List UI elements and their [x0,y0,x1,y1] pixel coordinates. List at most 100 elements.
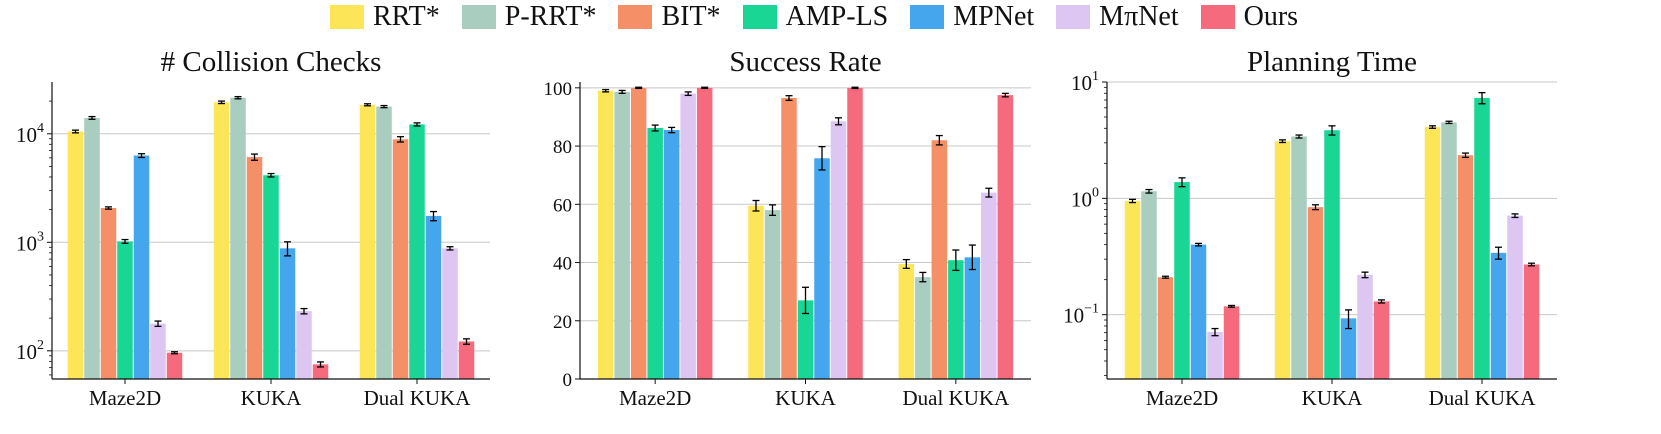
bar [1507,215,1523,379]
bar [764,210,781,379]
legend-swatch [330,5,364,29]
bar [1457,155,1474,379]
y-tick-label: 20 [553,312,572,333]
chart-panel: Planning Time 10−1 100 101 Maze2D KUKA Dual KU… [1063,46,1557,410]
bar [1141,191,1157,379]
bar [696,87,713,379]
bar [847,87,863,379]
legend-swatch [910,5,945,29]
legend: RRT* P-RRT* BIT* AMP-LS MPNet MπNet Ours [330,0,1298,34]
legend-label: MπNet [1099,1,1179,32]
bar [647,128,663,379]
y-tick-label: 0 [563,370,573,391]
bar [67,131,84,379]
legend-swatch [618,5,653,29]
bar [100,208,117,379]
bar [392,139,409,379]
bar [376,106,392,379]
bar [359,104,376,380]
bar [409,124,425,379]
bar [597,90,614,379]
bar [1474,97,1490,379]
legend-swatch [461,5,496,29]
bar [133,155,150,379]
bar [748,205,764,379]
legend-label: RRT* [373,1,440,32]
bar [166,352,183,379]
legend-label: Ours [1243,1,1299,32]
bar [1340,318,1357,379]
bar [614,91,630,380]
y-tick-label: 100 [544,79,573,100]
bar [84,117,100,379]
x-tick-label: Dual KUKA [364,386,472,410]
bar [680,93,696,379]
bar [898,263,915,379]
chart-title: Planning Time [1247,46,1417,78]
bar [964,257,981,379]
chart-panel: Success Rate 0 20 40 60 80 100 Maze2D KUKA Dual K… [544,46,1031,410]
bar [1207,331,1223,379]
legend-label: P-RRT* [504,1,597,32]
y-tick-label: 60 [553,195,572,216]
bar [1490,252,1507,379]
bar [981,192,997,379]
bar [997,95,1014,380]
bar [931,140,948,379]
bar [458,341,475,379]
x-tick-label: KUKA [1302,386,1363,410]
y-tick-label: 101 [1071,69,1099,95]
legend-item: BIT* [618,1,721,33]
bar [797,300,814,379]
y-tick-label: 100 [1071,185,1099,211]
bar [1441,122,1457,379]
chart-title: # Collision Checks [161,46,382,78]
bar [263,175,279,379]
legend-label: MPNet [953,1,1035,32]
x-tick-label: KUKA [241,386,302,410]
bar [117,241,133,379]
bar [1357,274,1373,379]
x-tick-label: Maze2D [619,386,691,410]
bar [814,158,830,379]
bar [1274,141,1291,379]
bar [213,102,230,380]
x-tick-label: Maze2D [1146,386,1218,410]
y-tick-label: 80 [553,137,572,158]
legend-swatch [742,5,777,29]
bar [1324,130,1340,379]
legend-item: Ours [1200,1,1299,33]
legend-item: RRT* [330,1,440,33]
bar [1124,200,1141,379]
chart-title: Success Rate [729,46,881,78]
bar [1174,182,1190,379]
bar [246,157,263,379]
bar [230,97,246,379]
bar [663,130,680,379]
bar [1190,244,1207,379]
bar [425,215,442,379]
bar [830,121,847,379]
legend-label: BIT* [661,1,721,32]
bar [1157,277,1174,379]
bar [1223,306,1240,379]
y-tick-label: 40 [553,254,572,275]
legend-swatch [1056,5,1091,29]
bar [279,248,296,379]
x-tick-label: KUKA [775,386,836,410]
x-tick-label: Dual KUKA [1429,386,1537,410]
bar [948,260,964,379]
bar [1291,136,1307,379]
chart-panel: # Collision Checks 102 103 104 Maze2D KUKA Dua… [16,46,490,410]
bar [442,248,458,379]
x-tick-label: Dual KUKA [902,386,1010,410]
bar [296,311,312,379]
bar [312,364,329,379]
y-tick-label: 10−1 [1063,302,1099,328]
x-tick-label: Maze2D [89,386,161,410]
bar [630,87,647,379]
legend-item: P-RRT* [461,1,597,33]
bar [1373,301,1390,379]
